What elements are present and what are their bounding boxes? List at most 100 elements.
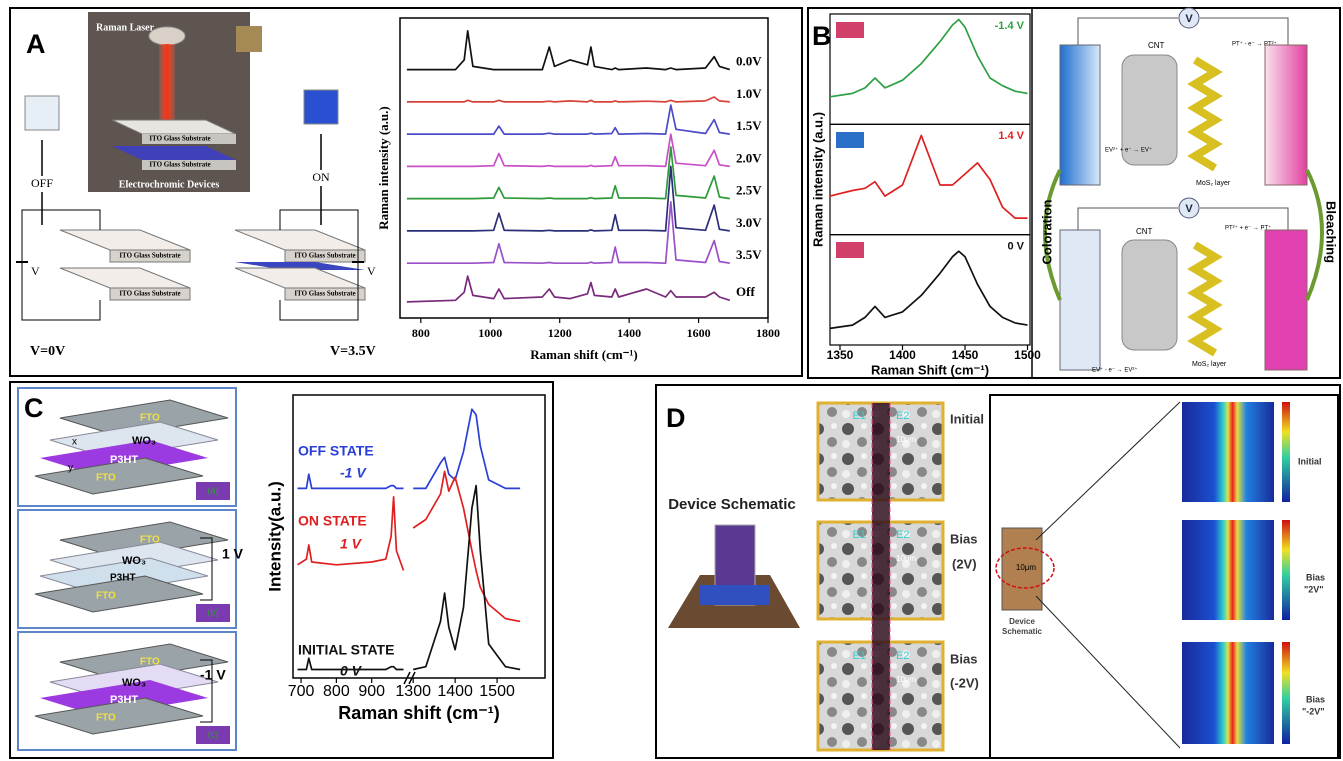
wire — [1200, 207, 1289, 230]
slab — [284, 249, 366, 263]
x-tick-label: 1400 — [617, 326, 641, 340]
label: MoS₂ layer — [1196, 180, 1231, 187]
x-tick-label: 1200 — [548, 326, 572, 340]
layer — [34, 697, 204, 735]
label: CNT — [1136, 227, 1153, 236]
state-label: Initial — [1298, 456, 1322, 466]
colorbar — [1282, 642, 1290, 744]
voltmeter-label: V — [1185, 13, 1193, 25]
tag: (a) — [208, 485, 219, 495]
electrode-label: E1 — [853, 650, 866, 662]
slab — [235, 262, 365, 270]
layer-label: FTO — [96, 473, 116, 484]
state-label: OFF — [31, 176, 53, 190]
electrode-label: E2 — [896, 410, 909, 422]
inset-caption: Electrochromic Devices — [119, 179, 220, 190]
wire — [21, 209, 101, 321]
wire — [1077, 207, 1178, 230]
connector — [1035, 595, 1181, 749]
slab — [234, 267, 366, 289]
state-label: Bias — [1306, 572, 1325, 582]
reaction: PT²⁺ + e⁻ → PT⁺ — [1225, 225, 1271, 232]
x-tick-label: 1400 — [437, 683, 473, 700]
x-tick-label: 800 — [323, 683, 350, 700]
wire — [1077, 17, 1178, 45]
series-label: 3.5V — [736, 247, 762, 262]
x-tick-label: 1500 — [479, 683, 515, 700]
series-label: ON STATE — [298, 513, 367, 529]
connector — [1035, 401, 1181, 541]
voltmeter — [1178, 197, 1200, 219]
spectrum — [413, 484, 521, 671]
substrate-label: ITO Glass Substrate — [119, 290, 180, 298]
substrate-label: ITO Glass Substrate — [149, 161, 210, 169]
caption: Device — [1009, 617, 1035, 626]
box — [17, 509, 237, 629]
tag-box — [196, 726, 230, 744]
box — [17, 387, 237, 507]
x-tick-label: 1500 — [1014, 348, 1041, 362]
laser-beam — [159, 44, 175, 124]
slab — [142, 134, 236, 144]
spectrum — [406, 96, 730, 103]
device-image — [700, 585, 770, 605]
voltage-label: V=0V — [30, 344, 65, 359]
series-label: INITIAL STATE — [298, 642, 394, 658]
x-tick-label: 1400 — [889, 348, 916, 362]
slab — [109, 249, 191, 263]
layer-label: P3HT — [110, 573, 136, 584]
electrode-label: E1 — [853, 410, 866, 422]
heatmap — [1182, 402, 1274, 502]
thumbnail — [24, 95, 60, 131]
colorbar — [1282, 402, 1290, 502]
x-tick-label: 1800 — [756, 326, 780, 340]
cycle-arrow — [1043, 169, 1062, 301]
layer-label: WO₃ — [122, 555, 146, 567]
device-a: FTO WO₃ P3HT FTO x y (a) — [17, 387, 237, 507]
dim-label: y — [68, 463, 73, 474]
layer-label: FTO — [140, 413, 160, 424]
subplot-frame — [829, 234, 1031, 346]
device-image — [1001, 527, 1043, 611]
x-tick-label: 1450 — [952, 348, 979, 362]
plot-frame — [399, 17, 769, 319]
caption: Device Schematic — [668, 496, 796, 513]
state-label: Bias — [1306, 694, 1325, 704]
state-label: "-2V" — [1302, 706, 1325, 716]
layer-label: WO₃ — [122, 677, 146, 689]
slab — [109, 287, 191, 301]
series-label: 3.0V — [736, 215, 762, 230]
swatch — [836, 242, 864, 258]
x-tick-label: 1000 — [478, 326, 502, 340]
panel-frame — [9, 381, 554, 759]
x-tick-label: 800 — [412, 326, 430, 340]
spectrum — [412, 470, 521, 623]
layer-label: P3HT — [110, 694, 138, 706]
series-annotation: 1 V — [340, 536, 363, 552]
x-axis-label: Raman shift (cm⁻¹) — [530, 347, 638, 362]
reaction: EV²⁺ + e⁻ → EV⁺ — [1105, 147, 1152, 154]
wire — [200, 659, 213, 723]
wire — [1200, 17, 1289, 45]
slab — [59, 229, 191, 251]
spectrum — [406, 30, 731, 71]
dim-label: x — [72, 437, 77, 448]
x-axis-label: Raman shift (cm⁻¹) — [338, 703, 500, 723]
box — [17, 631, 237, 751]
colorbar — [1282, 520, 1290, 620]
state-label: Bias — [950, 651, 977, 666]
substrate-label: ITO Glass Substrate — [294, 252, 355, 260]
heatmap — [1182, 642, 1274, 744]
scale-label: 10μm — [896, 435, 917, 444]
spectrum — [413, 408, 521, 490]
process-label: Coloration — [1039, 199, 1054, 264]
cnt — [1121, 54, 1178, 166]
series-label: Off — [736, 284, 755, 299]
spectrum — [406, 275, 731, 303]
spectrum — [406, 133, 730, 168]
mos2 — [1187, 241, 1223, 357]
reaction: EV⁺ - e⁻ → EV²⁺ — [1092, 367, 1138, 374]
y-axis-label: Raman intensity (a.u.) — [376, 106, 391, 230]
swatch — [236, 26, 262, 52]
